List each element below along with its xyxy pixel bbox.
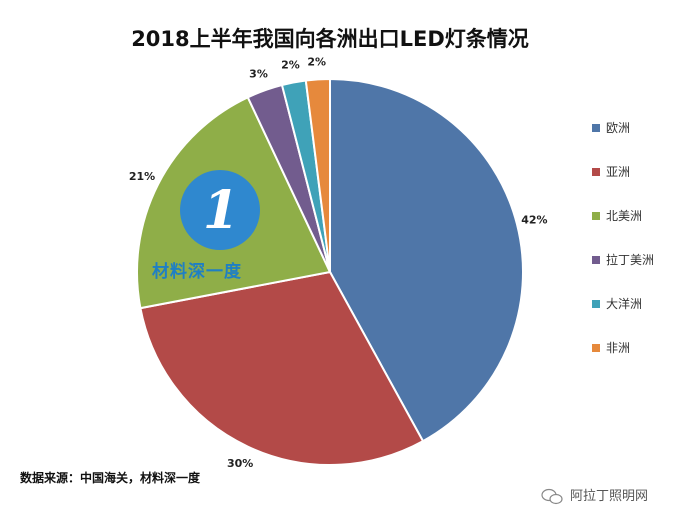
slice-label-2: 30% [227,457,253,470]
legend-label-5: 大洋洲 [606,296,642,311]
logo-circle-icon [180,170,260,250]
slice-label-4: 3% [249,67,268,80]
badge-text: 阿拉丁照明网 [570,489,648,504]
legend-swatch-2 [592,168,600,176]
pie-slice-6 [304,77,331,273]
legend-label-3: 北美洲 [606,209,642,223]
chart-title: 2018上半年我国向各洲出口LED灯条情况 [131,27,529,51]
logo-glyph: 1 [203,180,239,241]
slice-label-3: 21% [129,170,155,183]
slice-label-1: 42% [521,214,547,227]
legend-swatch-4 [592,256,600,264]
pie-slice-1 [329,77,524,443]
watermark-badge: 阿拉丁照明网 [541,488,648,505]
legend-swatch-6 [592,344,600,352]
wechat-icon [541,488,563,505]
legend-swatch-3 [592,212,600,220]
legend-swatch-5 [592,300,600,308]
watermark-text: 材料深一度 [152,261,242,282]
pie-slice-2 [139,270,425,466]
slice-label-5: 2% [281,59,300,72]
legend-label-6: 非洲 [606,341,630,355]
slice-labels: 42% 30% 21% 3% 2% 2% [129,55,548,470]
legend-swatch-1 [592,124,600,132]
slice-label-6: 2% [307,55,326,68]
watermark-logo: 1 材料深一度 [152,170,260,282]
source-note: 数据来源：中国海关，材料深一度 [20,470,201,485]
legend-label-4: 拉丁美洲 [606,252,654,267]
legend-label-1: 欧洲 [606,121,630,135]
legend-label-2: 亚洲 [606,165,630,179]
